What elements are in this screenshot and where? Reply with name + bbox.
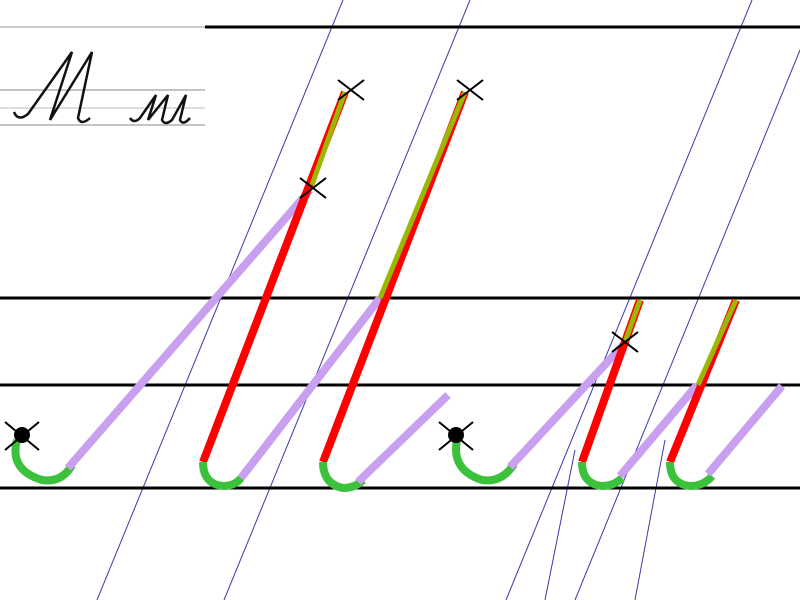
capital-letter: [11, 90, 469, 493]
cross-mark: [299, 177, 327, 199]
slant-line: [505, 0, 753, 600]
slant-guides: [96, 0, 800, 600]
hook-stroke: [199, 461, 245, 491]
sample-image: [0, 26, 205, 126]
cross-mark: [456, 79, 484, 101]
overlap-stroke: [309, 91, 348, 186]
markers: [4, 79, 639, 451]
cross-mark: [4, 421, 40, 451]
hook-stroke: [578, 461, 625, 491]
connect-stroke: [64, 187, 314, 471]
connect-stroke: [616, 382, 701, 479]
connect-stroke: [237, 295, 384, 481]
cross-mark: [337, 79, 365, 101]
slant-line: [574, 49, 800, 600]
hook-stroke: [452, 439, 518, 485]
overlap-stroke: [695, 298, 739, 387]
cross-mark: [611, 331, 639, 353]
cross-mark: [438, 421, 474, 451]
small-letter: [452, 298, 786, 491]
slant-line: [96, 0, 344, 600]
slant-line: [634, 439, 666, 600]
sample-small: [128, 94, 191, 125]
overlap-stroke: [622, 299, 643, 343]
connect-stroke: [704, 383, 786, 477]
hook-stroke: [666, 461, 716, 491]
overlap-stroke: [377, 91, 468, 299]
slant-line: [223, 0, 471, 600]
connect-stroke: [507, 339, 629, 470]
ruling: [0, 25, 800, 490]
slant-line: [544, 449, 576, 600]
connect-stroke: [355, 392, 451, 485]
hook-stroke: [11, 438, 76, 485]
hook-stroke: [319, 461, 366, 493]
sample-capital: [12, 51, 94, 124]
